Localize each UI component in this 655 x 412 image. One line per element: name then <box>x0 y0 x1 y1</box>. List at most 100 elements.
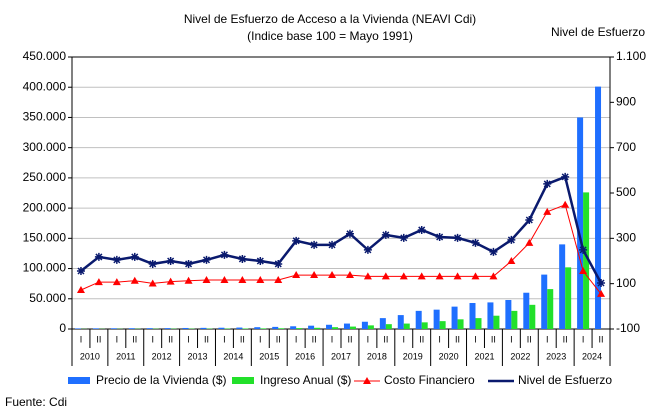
bar <box>146 328 153 329</box>
line-marker <box>166 257 175 265</box>
y2-tick-label: 500 <box>616 185 636 199</box>
bar <box>218 327 225 329</box>
y2-tick-label: 100 <box>616 276 636 290</box>
line-marker <box>579 266 588 274</box>
bar <box>397 315 404 329</box>
line-marker <box>525 215 534 224</box>
bar <box>290 326 297 329</box>
line-marker <box>274 259 283 268</box>
bar <box>595 86 602 330</box>
y2-tick-label: 700 <box>616 140 636 154</box>
y2-tick-label: -100 <box>616 321 640 335</box>
x-tick-label: II <box>383 334 388 344</box>
y-tick-label: 100.000 <box>23 261 67 275</box>
x-tick-label: II <box>96 334 101 344</box>
line-marker <box>94 252 103 261</box>
legend-swatch <box>68 377 90 384</box>
line-marker <box>507 235 516 244</box>
bar <box>583 192 590 329</box>
x-tick-label: I <box>474 334 477 344</box>
bar <box>260 328 267 329</box>
x-group-label: 2010 <box>80 351 100 361</box>
line-marker <box>328 271 337 279</box>
x-tick-label: I <box>80 334 83 344</box>
y2-axis-label: Nivel de Esfuerzo <box>551 25 645 39</box>
line-marker <box>112 278 121 286</box>
line-marker <box>148 279 157 287</box>
bar <box>523 292 530 329</box>
bar <box>421 322 428 329</box>
legend-swatch <box>232 377 254 384</box>
bar <box>326 324 333 329</box>
x-tick-label: I <box>582 334 585 344</box>
x-group-label: 2021 <box>474 351 494 361</box>
x-tick-label: I <box>546 334 549 344</box>
x-tick-label: II <box>168 334 173 344</box>
x-tick-label: I <box>367 334 370 344</box>
line-marker <box>202 255 211 264</box>
bar <box>505 299 512 329</box>
line-marker <box>202 276 211 284</box>
line-marker <box>184 276 193 284</box>
bar <box>343 323 350 329</box>
y2-tick-label: 900 <box>616 95 636 109</box>
x-group-label: 2013 <box>188 351 208 361</box>
bar <box>110 328 117 329</box>
x-tick-label: I <box>510 334 513 344</box>
y2-tick-label: 300 <box>616 231 636 245</box>
line-marker <box>220 276 229 284</box>
line-marker <box>399 272 408 280</box>
x-group-label: 2022 <box>510 351 530 361</box>
x-tick-label: I <box>438 334 441 344</box>
line-marker <box>489 247 498 256</box>
line-marker <box>381 230 390 239</box>
legend-label: Nivel de Esfuerzo <box>518 373 612 387</box>
legend-label: Costo Financiero <box>384 373 475 387</box>
line-marker <box>435 272 444 280</box>
x-tick-label: II <box>527 334 532 344</box>
line-marker <box>310 240 319 249</box>
bar <box>272 326 279 329</box>
y-tick-label: 0 <box>59 321 66 335</box>
line-marker <box>220 250 229 259</box>
bar <box>254 327 261 329</box>
bar <box>332 327 339 329</box>
line-marker <box>543 207 552 215</box>
line-marker <box>274 276 283 284</box>
line <box>80 175 603 284</box>
line-marker <box>292 271 301 279</box>
line-marker <box>310 271 319 279</box>
line-marker <box>417 225 426 234</box>
y-tick-label: 300.000 <box>23 140 67 154</box>
plot-frame <box>71 56 611 330</box>
x-tick-label: II <box>455 334 460 344</box>
bar <box>457 319 464 329</box>
bar <box>541 274 548 329</box>
line-marker <box>453 233 462 242</box>
bar <box>547 289 554 329</box>
bar <box>451 306 458 329</box>
bar <box>487 302 494 329</box>
bar <box>529 304 536 329</box>
line-marker <box>184 259 193 268</box>
line-marker <box>238 254 247 263</box>
bar <box>577 117 584 329</box>
x-tick-label: I <box>331 334 334 344</box>
line-marker <box>381 272 390 280</box>
bar <box>403 323 410 329</box>
y-tick-label: 250.000 <box>23 170 67 184</box>
y-tick-label: 400.000 <box>23 79 67 93</box>
x-tick-label: II <box>276 334 281 344</box>
line-marker <box>166 277 175 285</box>
x-tick-label: I <box>259 334 262 344</box>
line-marker <box>597 289 606 297</box>
x-tick-label: I <box>187 334 190 344</box>
x-group-label: 2012 <box>152 351 172 361</box>
line-marker <box>256 276 265 284</box>
line-marker <box>130 276 139 284</box>
x-tick-label: I <box>295 334 298 344</box>
x-group-label: 2019 <box>403 351 423 361</box>
bar <box>385 324 392 329</box>
bar <box>559 244 566 329</box>
bar <box>379 318 386 329</box>
